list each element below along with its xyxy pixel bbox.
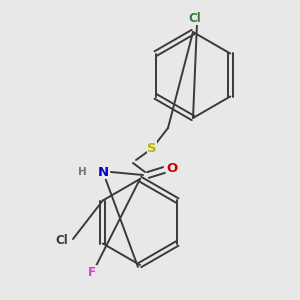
- Text: Cl: Cl: [56, 233, 68, 247]
- Text: S: S: [147, 142, 157, 154]
- Text: F: F: [88, 266, 96, 278]
- Text: Cl: Cl: [189, 11, 201, 25]
- Text: O: O: [167, 161, 178, 175]
- Text: H: H: [78, 167, 86, 177]
- Text: N: N: [98, 166, 109, 178]
